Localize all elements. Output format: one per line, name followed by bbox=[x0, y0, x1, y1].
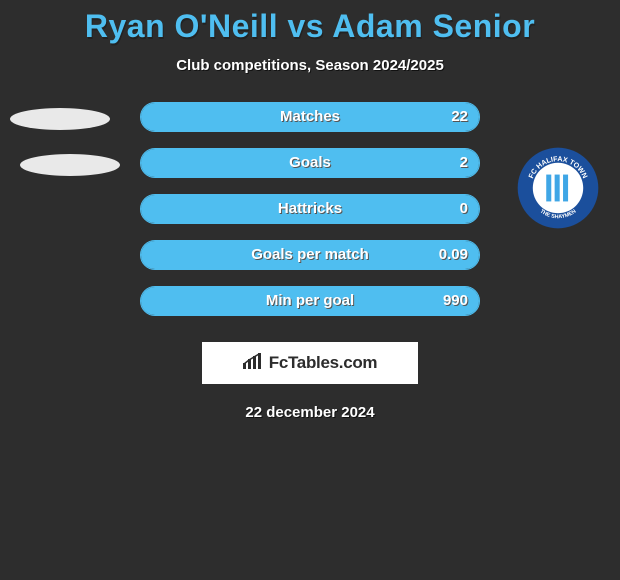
generation-date: 22 december 2024 bbox=[0, 404, 620, 421]
stat-label: Min per goal bbox=[140, 286, 480, 316]
page-title: Ryan O'Neill vs Adam Senior bbox=[0, 0, 620, 45]
stat-label: Goals per match bbox=[140, 240, 480, 270]
stat-row: FC HALIFAX TOWNTHE SHAYMENGoals2 bbox=[0, 148, 620, 178]
stat-label: Matches bbox=[140, 102, 480, 132]
stat-row: Goals per match0.09 bbox=[0, 240, 620, 270]
stat-row: Matches22 bbox=[0, 102, 620, 132]
branding-text: FcTables.com bbox=[269, 353, 378, 373]
stat-rows: Matches22 FC HALIFAX TOWNTHE SHAYMENGoals… bbox=[0, 102, 620, 316]
stat-value-right: 990 bbox=[443, 286, 468, 316]
stat-value-right: 0.09 bbox=[439, 240, 468, 270]
branding-badge: FcTables.com bbox=[202, 342, 418, 384]
stat-value-right: 0 bbox=[460, 194, 468, 224]
left-team-placeholder bbox=[20, 154, 120, 176]
chart-bars-icon bbox=[243, 353, 263, 374]
stat-label: Goals bbox=[140, 148, 480, 178]
comparison-card: Ryan O'Neill vs Adam Senior Club competi… bbox=[0, 0, 620, 580]
stat-row: Min per goal990 bbox=[0, 286, 620, 316]
stat-row: Hattricks0 bbox=[0, 194, 620, 224]
stat-value-right: 2 bbox=[460, 148, 468, 178]
page-subtitle: Club competitions, Season 2024/2025 bbox=[0, 57, 620, 74]
left-team-placeholder bbox=[10, 108, 110, 130]
stat-value-right: 22 bbox=[451, 102, 468, 132]
stat-label: Hattricks bbox=[140, 194, 480, 224]
